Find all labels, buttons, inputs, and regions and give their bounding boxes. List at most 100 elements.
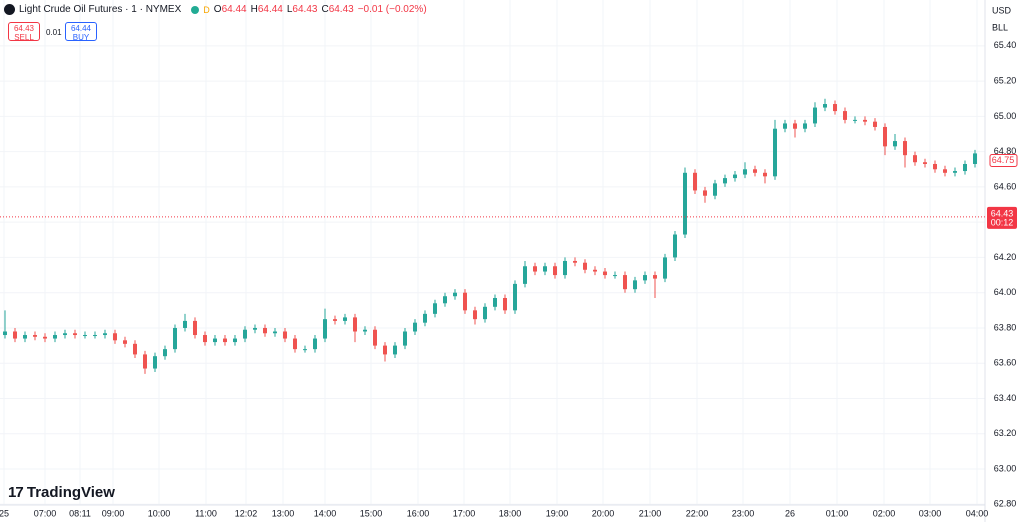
y-tick-label: 63.00 [994,463,1017,473]
candle-body [103,333,107,336]
candle-body [793,123,797,129]
candle-body [463,292,467,311]
ohlc-value: 64.44 [221,4,247,15]
candle-body [953,171,957,173]
y-tick-label: 64.20 [994,252,1017,262]
candle-body [363,329,367,332]
unit: BLL [992,22,1008,32]
ohlc-key: L [286,4,293,15]
candle-body [253,327,257,330]
candle-body [973,153,977,164]
brand-name: TradingView [26,484,115,501]
candle-body [223,338,227,343]
x-tick-label: 14:00 [314,508,337,518]
candle-body [693,172,697,191]
x-tick-label: 16:00 [407,508,430,518]
candle-body [453,292,457,297]
candle-body [713,183,717,196]
x-tick-label: 04:00 [966,508,989,518]
sell-label: SELL [14,33,34,42]
currency: USD [992,5,1012,15]
candle-body [43,336,47,339]
candle-body [613,275,617,277]
symbol-icon [4,4,15,15]
x-tick-label: 07:00 [34,508,57,518]
candle-body [593,269,597,272]
buy-button[interactable]: 64.44 BUY [65,22,97,42]
candle-body [913,155,917,163]
candle-body [293,338,297,350]
candle-body [733,174,737,179]
x-tick-label: 09:00 [102,508,125,518]
candle-body [13,331,17,339]
candle-body [673,234,677,258]
candle-body [383,345,387,355]
candle-body [73,333,77,336]
x-tick-label: 08:11 [69,508,91,518]
last-price-label: 64.75 [992,155,1015,165]
x-tick-label: 19:00 [546,508,569,518]
x-tick-label: 20:00 [592,508,615,518]
candle-body [943,169,947,173]
x-tick-label: 10:00 [148,508,171,518]
candle-body [113,333,117,341]
candle-body [163,349,167,357]
x-tick-label: 12:02 [235,508,258,518]
candle-body [153,356,157,369]
y-tick-label: 65.40 [994,40,1017,50]
y-tick-label: 63.80 [994,322,1017,332]
candle-body [663,257,667,279]
y-tick-label: 63.40 [994,393,1017,403]
candle-body [823,104,827,108]
y-tick-label: 62.80 [994,499,1017,509]
x-tick-label: 11:00 [195,508,217,518]
x-tick-label: 15:00 [360,508,383,518]
candle-body [403,331,407,346]
y-tick-label: 64.80 [994,146,1017,156]
ohlc-key: O [213,4,222,15]
y-tick-label: 64.00 [994,287,1017,297]
spread: 0.01 [46,28,62,37]
symbol[interactable]: Light Crude Oil Futures · 1 · NYMEX [19,4,182,15]
candle-body [743,169,747,175]
y-tick-label: 65.00 [994,111,1017,121]
candle-body [553,266,557,276]
candle-body [353,317,357,332]
x-tick-label: 23:00 [732,508,755,518]
ohlc-key: C [321,4,329,15]
candle-body [213,338,217,343]
y-tick-label: 64.60 [994,181,1017,191]
candle-body [53,335,57,339]
candle-body [683,172,687,235]
candle-body [193,320,197,336]
candle-body [423,313,427,323]
candle-body [803,123,807,129]
ohlc-value: 64.44 [257,4,283,15]
candle-body [903,141,907,156]
sell-button[interactable]: 64.43 SELL [8,22,40,42]
x-tick-label: 13:00 [272,508,295,518]
status-dot [191,5,200,14]
candle-body [443,296,447,304]
candle-body [543,266,547,272]
candle-body [763,172,767,177]
candle-body [783,123,787,129]
x-tick-label: 02:00 [873,508,896,518]
candle-body [623,275,627,290]
x-tick-label: 01:00 [826,508,849,518]
ohlc-key: H [250,4,258,15]
candle-body [643,275,647,281]
candle-body [393,345,397,355]
x-tick-label: 17:00 [453,508,476,518]
candle-body [373,329,377,346]
x-tick-label: 25 [0,508,9,518]
ohlc-value: 64.43 [292,4,318,15]
candle-body [563,260,567,276]
last-price-tag [989,153,1018,167]
candle-body [843,111,847,120]
candle-body [483,306,487,320]
buy-label: BUY [72,33,90,42]
candle-body [63,333,67,336]
brand: 17 TradingView [8,484,115,501]
